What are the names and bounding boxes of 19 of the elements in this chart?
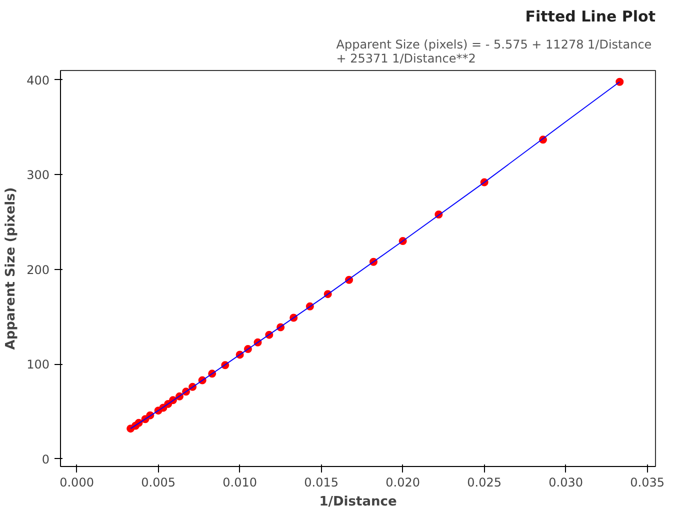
x-axis-title: 1/Distance (319, 494, 397, 510)
y-tick-label: 200 (26, 262, 50, 277)
point (616, 78, 624, 86)
x-tick-label: 0.030 (548, 476, 584, 490)
y-tick-label: 100 (26, 358, 50, 372)
y-tick-label: 0 (42, 452, 50, 466)
point (126, 424, 135, 433)
chart-subtitle: Apparent Size (pixels) = - 5.575 + 11278 1/Distance + 25371 1/Distance**2 (336, 38, 652, 66)
y-axis-title: Apparent Size (pixels) (4, 187, 19, 350)
y-tick-label: 400 (26, 73, 50, 88)
x-tick-label: 0.010 (222, 476, 257, 490)
x-tick-label: 0.015 (304, 476, 339, 490)
chart-title: Fitted Line Plot (525, 8, 656, 26)
x-tick-label: 0.025 (467, 476, 502, 490)
y-tick-label: 300 (26, 168, 50, 182)
x-tick-label: 0.020 (386, 476, 420, 490)
x-tick-label: 0.035 (630, 476, 665, 490)
x-tick-label: 0.000 (60, 476, 94, 490)
x-tick-label: 0.005 (141, 476, 176, 490)
